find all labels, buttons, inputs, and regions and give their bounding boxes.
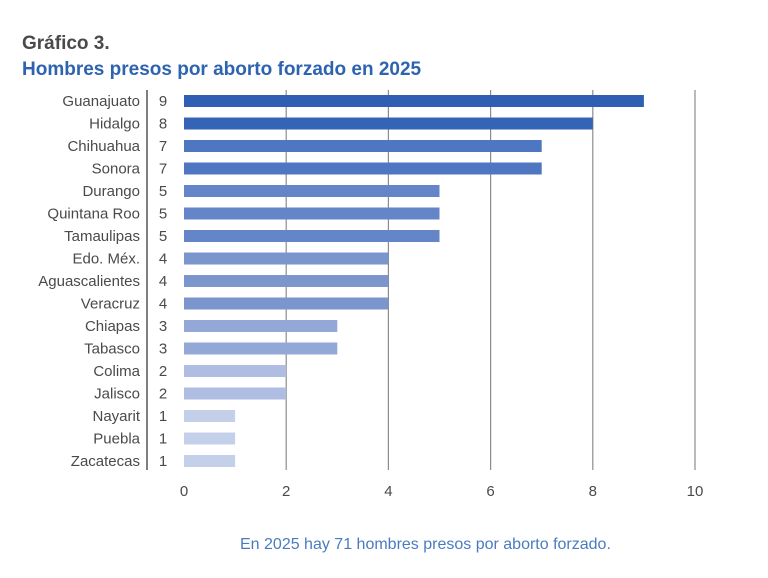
value-label: 3 (159, 341, 167, 358)
category-label: Tabasco (84, 341, 140, 358)
x-tick-label: 4 (384, 483, 392, 500)
value-label: 4 (159, 251, 167, 268)
value-label: 9 (159, 93, 167, 110)
bar (184, 432, 236, 445)
category-label: Durango (82, 183, 140, 200)
value-label: 3 (159, 318, 167, 335)
category-label: Colima (93, 363, 140, 380)
category-label: Guanajuato (62, 93, 140, 110)
chart-title: Hombres presos por aborto forzado en 202… (22, 59, 422, 80)
value-label: 1 (159, 431, 167, 448)
value-label: 4 (159, 273, 167, 290)
chart-label: Gráfico 3. (22, 33, 110, 54)
category-label: Hidalgo (89, 116, 140, 133)
category-label: Sonora (92, 161, 141, 178)
category-label: Edo. Méx. (72, 251, 140, 268)
bar (184, 320, 338, 332)
value-label: 5 (159, 183, 167, 200)
value-label: 7 (159, 138, 167, 155)
bar (184, 162, 542, 175)
bar (184, 342, 338, 355)
bar (184, 185, 440, 197)
bar (184, 252, 389, 265)
bar (184, 455, 236, 467)
value-label: 7 (159, 161, 167, 178)
category-label: Chihuahua (67, 138, 140, 155)
bar (184, 95, 644, 107)
chart-footnote: En 2025 hay 71 hombres presos por aborto… (240, 536, 611, 553)
category-label: Aguascalientes (38, 273, 140, 290)
bar (184, 230, 440, 242)
bar (184, 365, 287, 377)
bar (184, 387, 287, 400)
value-label: 8 (159, 116, 167, 133)
x-tick-label: 2 (282, 483, 290, 500)
category-label: Quintana Roo (47, 206, 140, 223)
category-label: Chiapas (85, 318, 140, 335)
value-label: 4 (159, 296, 167, 313)
category-label: Veracruz (81, 296, 140, 313)
bar (184, 117, 593, 130)
x-tick-label: 0 (180, 483, 188, 500)
category-label: Puebla (93, 431, 140, 448)
value-label: 2 (159, 363, 167, 380)
bar (184, 297, 389, 310)
x-tick-label: 8 (589, 483, 597, 500)
category-label: Nayarit (92, 408, 140, 425)
category-label: Tamaulipas (64, 228, 140, 245)
value-label: 5 (159, 206, 167, 223)
value-label: 5 (159, 228, 167, 245)
value-label: 2 (159, 386, 167, 403)
bar (184, 410, 236, 422)
bar (184, 207, 440, 220)
category-label: Zacatecas (71, 453, 140, 470)
x-tick-label: 6 (486, 483, 494, 500)
x-tick-label: 10 (687, 483, 704, 500)
value-label: 1 (159, 408, 167, 425)
value-label: 1 (159, 453, 167, 470)
bar (184, 140, 542, 152)
bar (184, 275, 389, 287)
category-label: Jalisco (94, 386, 140, 403)
